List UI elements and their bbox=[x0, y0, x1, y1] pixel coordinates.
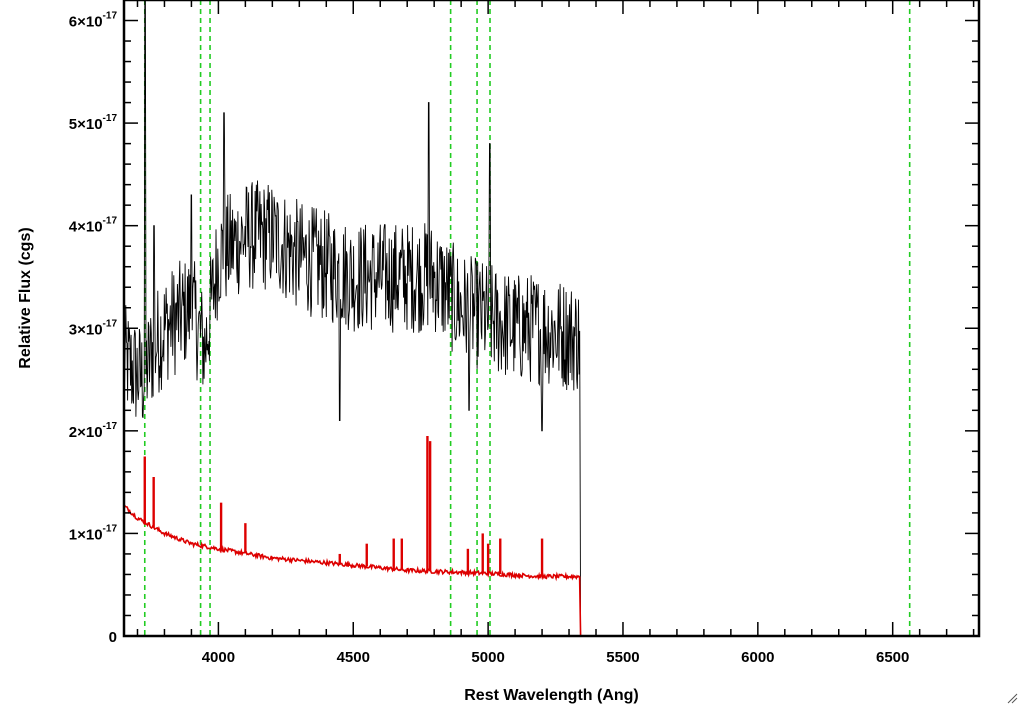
x-tick-labels: 4000 4500 5000 5500 6000 6500 bbox=[202, 649, 910, 666]
y-tick-label: 3×10-17 bbox=[69, 318, 118, 338]
x-tick-label: 4000 bbox=[202, 649, 235, 666]
y-tick-label: 2×10-17 bbox=[69, 421, 118, 441]
resize-grip-icon[interactable] bbox=[1006, 692, 1018, 704]
x-tick-label: 4500 bbox=[337, 649, 370, 666]
y-tick-label: 4×10-17 bbox=[69, 216, 118, 236]
y-tick-labels: 0 1×10-17 2×10-17 3×10-17 4×10-17 5×10-17 6×10… bbox=[69, 11, 118, 646]
observed-spectrum-line bbox=[123, 0, 979, 637]
axis-ticks bbox=[124, 0, 979, 637]
plot-frame bbox=[122, 0, 981, 638]
x-tick-label: 5500 bbox=[606, 649, 639, 666]
y-tick-label: 1×10-17 bbox=[69, 523, 118, 543]
x-tick-label: 5000 bbox=[471, 649, 504, 666]
series-layer bbox=[123, 0, 979, 637]
x-axis-title: Rest Wavelength (Ang) bbox=[464, 687, 639, 704]
y-tick-label: 5×10-17 bbox=[69, 113, 118, 133]
x-tick-label: 6500 bbox=[876, 649, 909, 666]
model-continuum-line bbox=[123, 504, 979, 637]
y-tick-label: 6×10-17 bbox=[69, 11, 118, 31]
y-axis-title: Relative Flux (cgs) bbox=[17, 227, 34, 368]
reference-lines bbox=[143, 0, 911, 636]
x-tick-label: 6000 bbox=[741, 649, 774, 666]
y-tick-label: 0 bbox=[109, 629, 117, 646]
